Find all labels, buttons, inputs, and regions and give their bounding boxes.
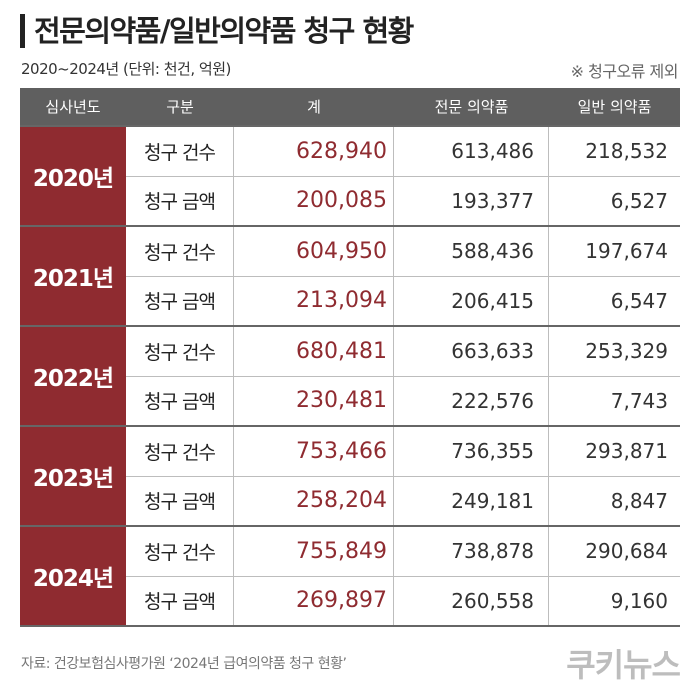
gen-value: 7,743 [610, 388, 668, 413]
pro-value: 249,181 [394, 476, 549, 525]
pro-value: 193,377 [394, 176, 549, 225]
row-type: 청구 건수 [126, 127, 234, 176]
table-row: 청구 금액 213,094 206,415 6,547 [126, 276, 680, 325]
row-type: 청구 금액 [126, 176, 234, 225]
table-header: 심사년도 구분 계 전문 의약품 일반 의약품 [20, 88, 680, 125]
header-total: 계 [307, 98, 321, 116]
year-label: 2022년 [20, 327, 126, 425]
table-row: 청구 금액 269,897 260,558 9,160 [126, 576, 680, 625]
gen-value: 6,547 [610, 288, 668, 313]
page-title: 전문의약품/일반의약품 청구 현황 [34, 14, 414, 48]
table-row: 청구 건수 753,466 736,355 293,871 [126, 427, 680, 477]
note: ※ 청구오류 제외 [570, 62, 679, 81]
subtitle: 2020~2024년 (단위: 천건, 억원) [21, 60, 231, 78]
year-label: 2021년 [20, 227, 126, 325]
gen-value: 293,871 [585, 439, 668, 464]
total-value: 680,481 [234, 327, 394, 376]
row-type: 청구 건수 [126, 427, 234, 476]
source-note: 자료: 건강보험심사평가원 ‘2024년 급여의약품 청구 현황’ [21, 656, 347, 672]
pro-value: 588,436 [394, 227, 549, 276]
year-group: 2021년 청구 건수 604,950 588,436 197,674 청구 금… [20, 225, 680, 325]
claims-table: 심사년도 구분 계 전문 의약품 일반 의약품 2020년 청구 건수 628,… [20, 88, 680, 627]
table-row: 청구 건수 755,849 738,878 290,684 [126, 527, 680, 577]
year-group: 2022년 청구 건수 680,481 663,633 253,329 청구 금… [20, 325, 680, 425]
total-value: 753,466 [234, 427, 394, 476]
pro-value: 222,576 [394, 376, 549, 425]
total-value: 269,897 [234, 576, 394, 625]
header-year: 심사년도 [45, 98, 101, 116]
table-row: 청구 금액 230,481 222,576 7,743 [126, 376, 680, 425]
header-type: 구분 [166, 98, 194, 116]
total-value: 258,204 [234, 476, 394, 525]
year-group: 2024년 청구 건수 755,849 738,878 290,684 청구 금… [20, 525, 680, 627]
row-type: 청구 금액 [126, 476, 234, 525]
gen-value: 8,847 [610, 488, 668, 513]
table-row: 청구 건수 628,940 613,486 218,532 [126, 127, 680, 177]
year-label: 2023년 [20, 427, 126, 525]
header-pro: 전문 의약품 [434, 98, 509, 116]
pro-value: 260,558 [394, 576, 549, 625]
total-value: 200,085 [234, 176, 394, 225]
pro-value: 663,633 [394, 327, 549, 376]
gen-value: 253,329 [585, 339, 668, 364]
table-row: 청구 건수 680,481 663,633 253,329 [126, 327, 680, 377]
pro-value: 738,878 [394, 527, 549, 576]
year-group: 2020년 청구 건수 628,940 613,486 218,532 청구 금… [20, 125, 680, 225]
year-label: 2020년 [20, 127, 126, 225]
gen-value: 218,532 [585, 139, 668, 164]
total-value: 628,940 [234, 127, 394, 176]
row-type: 청구 금액 [126, 276, 234, 325]
total-value: 230,481 [234, 376, 394, 425]
row-type: 청구 건수 [126, 527, 234, 576]
pro-value: 613,486 [394, 127, 549, 176]
gen-value: 9,160 [610, 588, 668, 613]
table-row: 청구 금액 200,085 193,377 6,527 [126, 176, 680, 225]
publisher-logo: 쿠키뉴스 [566, 646, 681, 684]
row-type: 청구 금액 [126, 576, 234, 625]
gen-value: 290,684 [585, 539, 668, 564]
year-label: 2024년 [20, 527, 126, 625]
total-value: 604,950 [234, 227, 394, 276]
title-accent-bar [20, 14, 25, 48]
total-value: 755,849 [234, 527, 394, 576]
gen-value: 197,674 [585, 239, 668, 264]
gen-value: 6,527 [610, 188, 668, 213]
pro-value: 206,415 [394, 276, 549, 325]
pro-value: 736,355 [394, 427, 549, 476]
row-type: 청구 건수 [126, 327, 234, 376]
table-row: 청구 금액 258,204 249,181 8,847 [126, 476, 680, 525]
header-gen: 일반 의약품 [577, 98, 652, 116]
year-group: 2023년 청구 건수 753,466 736,355 293,871 청구 금… [20, 425, 680, 525]
row-type: 청구 건수 [126, 227, 234, 276]
table-row: 청구 건수 604,950 588,436 197,674 [126, 227, 680, 277]
total-value: 213,094 [234, 276, 394, 325]
row-type: 청구 금액 [126, 376, 234, 425]
